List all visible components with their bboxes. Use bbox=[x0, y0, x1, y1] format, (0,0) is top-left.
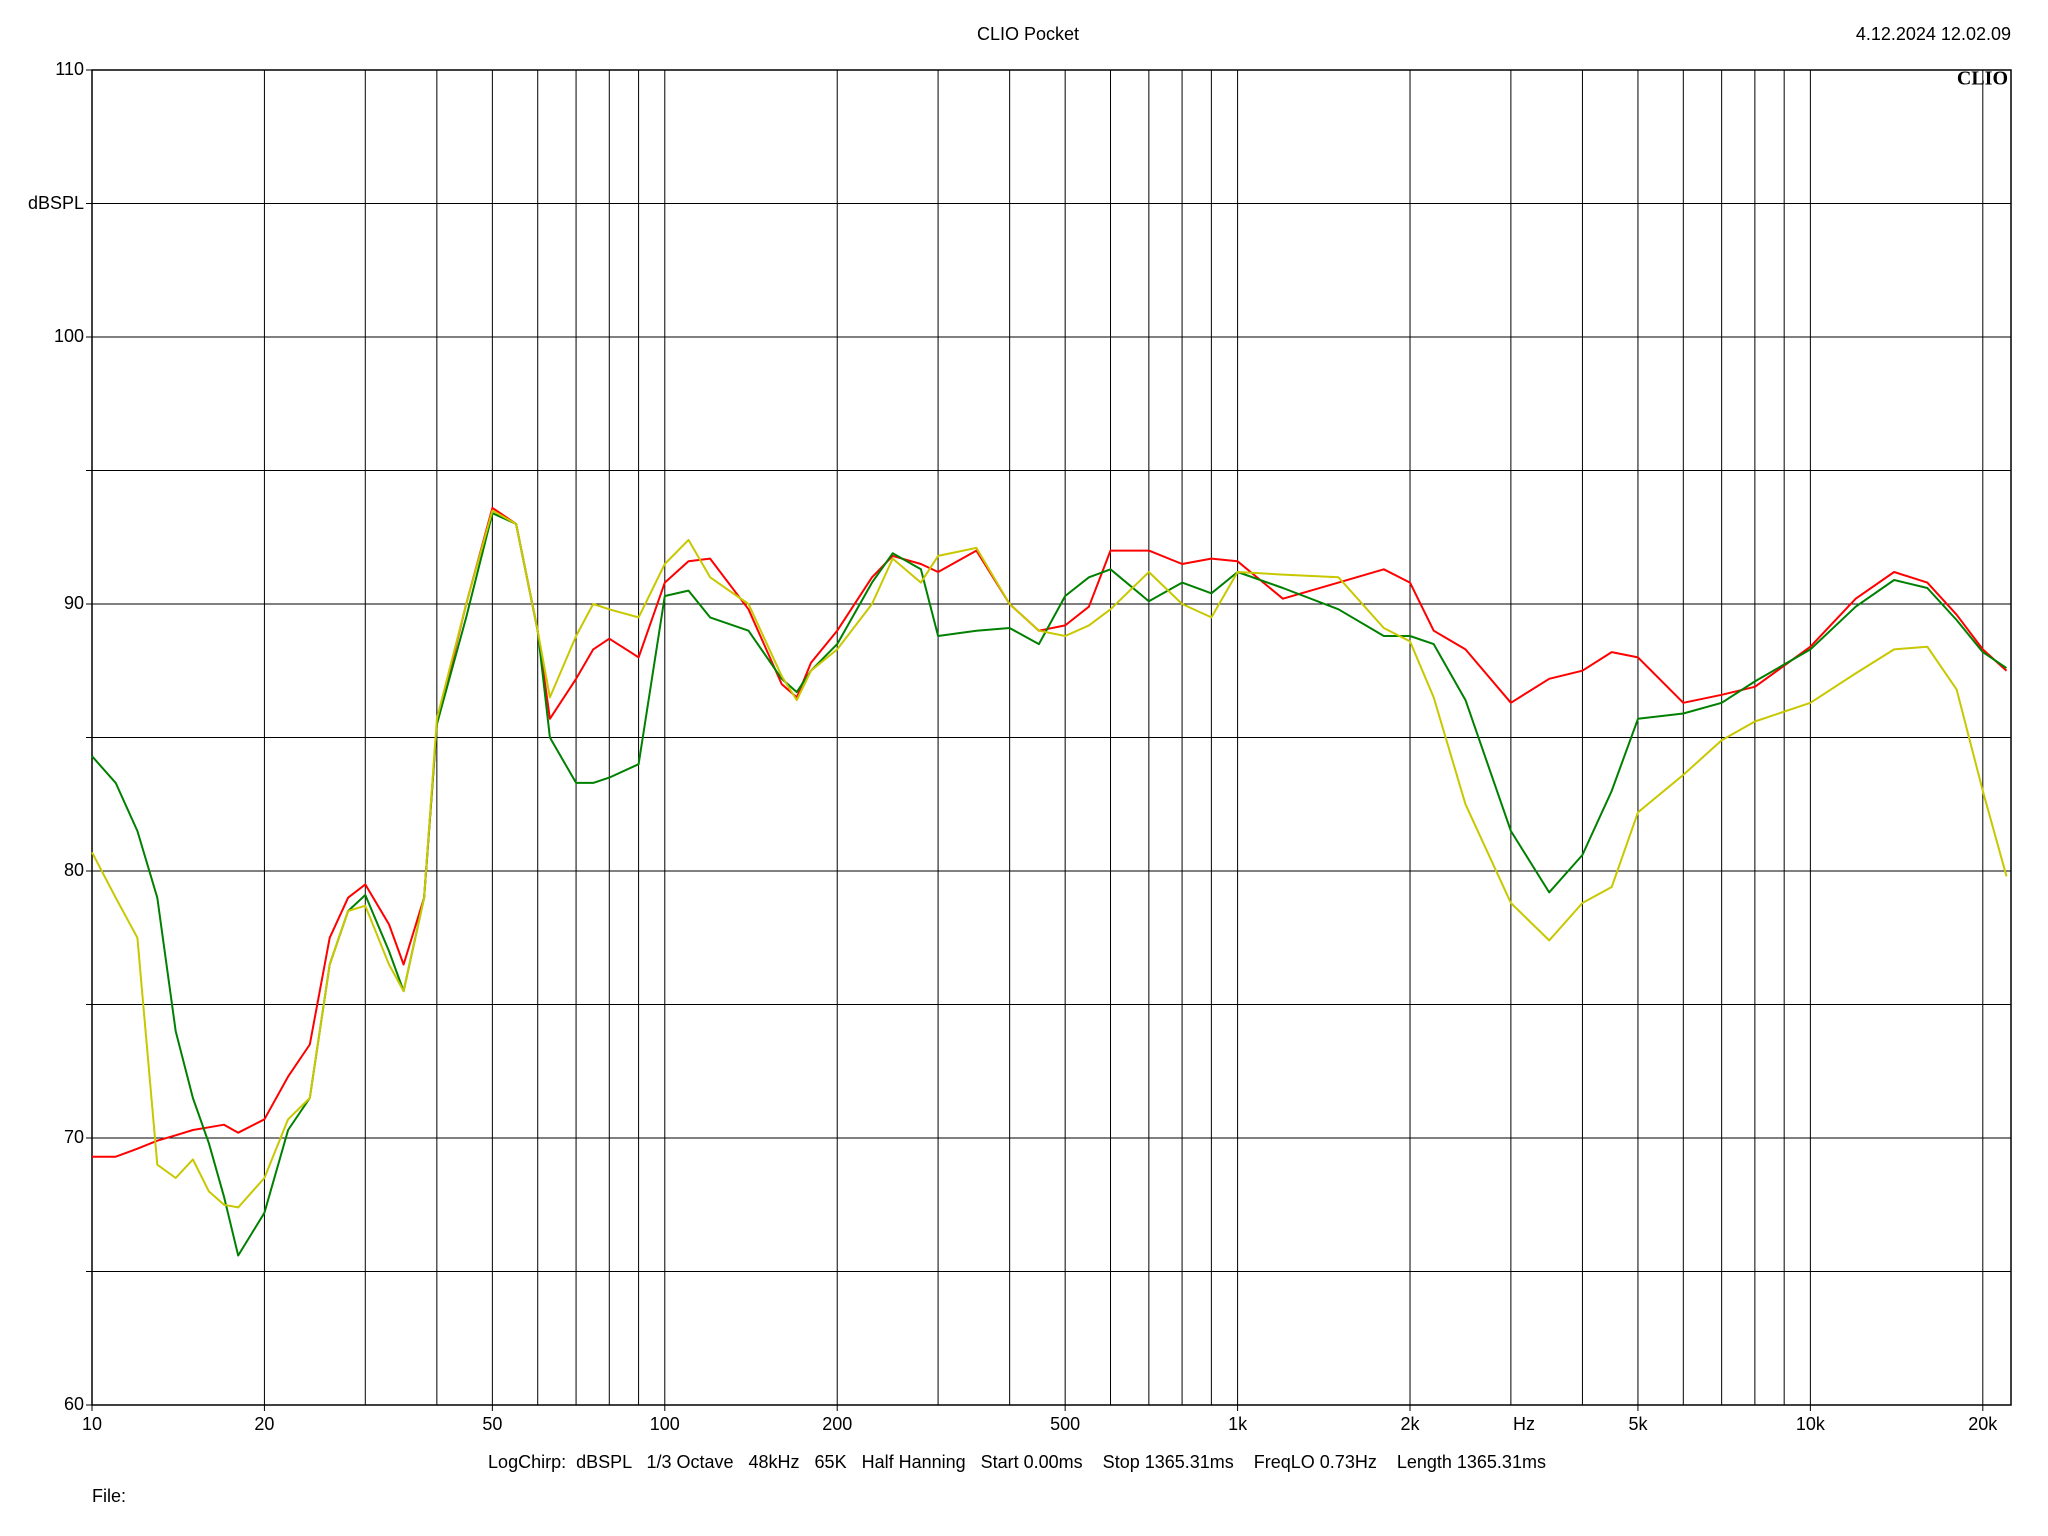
x-tick-label: 500 bbox=[1050, 1414, 1080, 1434]
x-axis-label: Hz bbox=[1513, 1414, 1535, 1434]
file-label: File: bbox=[92, 1486, 126, 1506]
x-tick-label: 10 bbox=[82, 1414, 102, 1434]
x-tick-label: 5k bbox=[1628, 1414, 1648, 1434]
y-tick-label: 110 bbox=[55, 59, 84, 79]
y-axis-label: dBSPL bbox=[28, 193, 84, 213]
x-tick-label: 10k bbox=[1796, 1414, 1826, 1434]
y-tick-label: 70 bbox=[64, 1127, 84, 1147]
y-tick-label: 90 bbox=[64, 593, 84, 613]
x-tick-label: 100 bbox=[650, 1414, 680, 1434]
series-line bbox=[92, 506, 2008, 1158]
y-tick-label: 80 bbox=[64, 860, 84, 880]
series-line bbox=[91, 509, 2008, 1209]
chart-title: CLIO Pocket bbox=[977, 24, 1079, 44]
x-tick-label: 1k bbox=[1228, 1414, 1248, 1434]
y-tick-label: 60 bbox=[64, 1394, 84, 1414]
timestamp: 4.12.2024 12.02.09 bbox=[1856, 24, 2011, 44]
plot-frame bbox=[91, 69, 2012, 1406]
x-tick-label: 20 bbox=[254, 1414, 274, 1434]
series-line bbox=[91, 512, 2008, 1257]
footer: LogChirp: dBSPL 1/3 Octave 48kHz 65K Hal… bbox=[488, 1452, 1546, 1472]
x-tick-label: 200 bbox=[822, 1414, 852, 1434]
x-tick-label: 20k bbox=[1968, 1414, 1998, 1434]
x-tick-label: 50 bbox=[482, 1414, 502, 1434]
y-tick-label: 100 bbox=[54, 326, 84, 346]
x-tick-label: 2k bbox=[1401, 1414, 1421, 1434]
